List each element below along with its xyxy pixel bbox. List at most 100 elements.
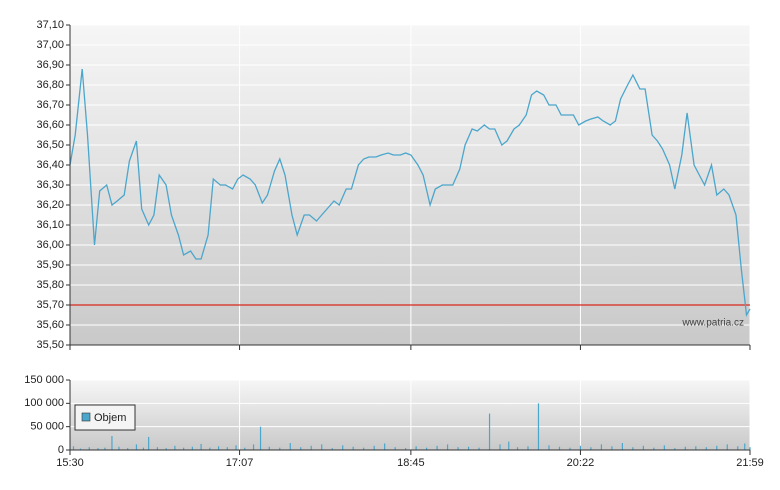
volume-bar — [217, 446, 220, 450]
volume-bar — [165, 448, 167, 450]
volume-bar — [279, 447, 281, 450]
y-tick-label: 35,60 — [36, 319, 64, 331]
volume-bar — [415, 446, 417, 450]
x-tick-label: 18:45 — [397, 457, 425, 469]
volume-bar — [488, 413, 491, 450]
volume-bar — [590, 447, 592, 450]
volume-bar — [156, 447, 159, 450]
volume-bar — [252, 444, 255, 450]
volume-bar — [135, 444, 138, 450]
y-tick-label: 37,00 — [36, 39, 64, 51]
volume-bar — [268, 446, 270, 450]
legend-swatch — [81, 412, 91, 422]
volume-bar — [97, 448, 99, 450]
volume-bar — [446, 444, 449, 450]
y-tick-label: 36,90 — [36, 59, 64, 71]
y-tick-label: 36,00 — [36, 239, 64, 251]
volume-bar — [300, 447, 302, 450]
y-tick-label: 36,80 — [36, 79, 64, 91]
volume-bar — [508, 441, 510, 450]
volume-bar — [235, 445, 237, 450]
volume-bar — [611, 446, 613, 450]
volume-bar — [663, 445, 665, 450]
legend-label: Objem — [94, 412, 126, 424]
volume-bar — [321, 444, 323, 450]
volume-bar — [499, 444, 501, 450]
volume-bar — [653, 447, 655, 450]
volume-bar — [569, 447, 571, 450]
volume-bar — [527, 446, 529, 450]
volume-bar — [632, 447, 634, 450]
y-tick-label: 0 — [58, 444, 64, 456]
y-tick-label: 100 000 — [24, 397, 64, 409]
y-tick-label: 35,50 — [36, 339, 64, 351]
volume-bar — [548, 445, 550, 450]
y-tick-label: 37,10 — [36, 19, 64, 31]
volume-bar — [111, 436, 113, 450]
volume-bar — [695, 446, 697, 450]
volume-bar — [744, 443, 746, 450]
volume-bar — [467, 446, 470, 450]
volume-bar — [384, 443, 386, 450]
volume-bar — [174, 445, 176, 450]
x-tick-label: 20:22 — [567, 457, 595, 469]
volume-bar — [394, 447, 396, 450]
x-tick-label: 17:07 — [226, 457, 254, 469]
volume-bar — [457, 447, 459, 450]
volume-bar — [684, 446, 686, 450]
volume-bar — [373, 445, 375, 450]
volume-bar — [342, 445, 344, 450]
y-tick-label: 36,10 — [36, 219, 64, 231]
volume-bar — [579, 445, 582, 450]
volume-bar — [516, 447, 519, 450]
y-tick-label: 36,70 — [36, 99, 64, 111]
y-tick-label: 35,90 — [36, 259, 64, 271]
y-tick-label: 36,20 — [36, 199, 64, 211]
volume-bar — [749, 447, 751, 450]
volume-bar — [352, 446, 354, 450]
volume-bar — [79, 448, 82, 450]
y-tick-label: 35,70 — [36, 299, 64, 311]
volume-bar — [142, 447, 145, 450]
volume-bar — [426, 447, 428, 450]
y-tick-label: 36,40 — [36, 159, 64, 171]
y-tick-label: 36,50 — [36, 139, 64, 151]
volume-bar — [405, 448, 407, 450]
y-tick-label: 35,80 — [36, 279, 64, 291]
y-tick-label: 36,60 — [36, 119, 64, 131]
volume-bar — [88, 447, 90, 450]
volume-bar — [72, 446, 75, 450]
y-tick-label: 50 000 — [30, 421, 64, 433]
x-tick-label: 15:30 — [56, 457, 84, 469]
volume-bar — [244, 447, 246, 450]
volume-bar — [478, 447, 480, 450]
volume-bar — [259, 426, 262, 450]
volume-bar — [642, 445, 644, 450]
volume-bar — [104, 447, 106, 450]
volume-bar — [600, 444, 603, 450]
volume-bar — [331, 448, 333, 450]
volume-bar — [191, 446, 193, 450]
volume-bar — [148, 436, 150, 450]
volume-bar — [537, 403, 540, 450]
y-tick-label: 150 000 — [24, 374, 64, 386]
y-tick-label: 36,30 — [36, 179, 64, 191]
volume-bar — [183, 447, 185, 450]
volume-bar — [436, 445, 438, 450]
volume-bar — [621, 443, 623, 450]
volume-bar — [118, 446, 120, 450]
volume-plot-area — [70, 380, 750, 450]
volume-bar — [674, 448, 676, 450]
volume-bar — [705, 447, 707, 450]
volume-bar — [737, 446, 739, 450]
volume-bar — [209, 447, 211, 450]
volume-bar — [558, 446, 561, 450]
watermark: www.patria.cz — [681, 318, 744, 329]
price-line — [69, 68, 751, 318]
volume-bar — [127, 448, 129, 450]
volume-bar — [716, 445, 718, 450]
volume-bar — [200, 443, 202, 450]
volume-bar — [226, 447, 228, 450]
